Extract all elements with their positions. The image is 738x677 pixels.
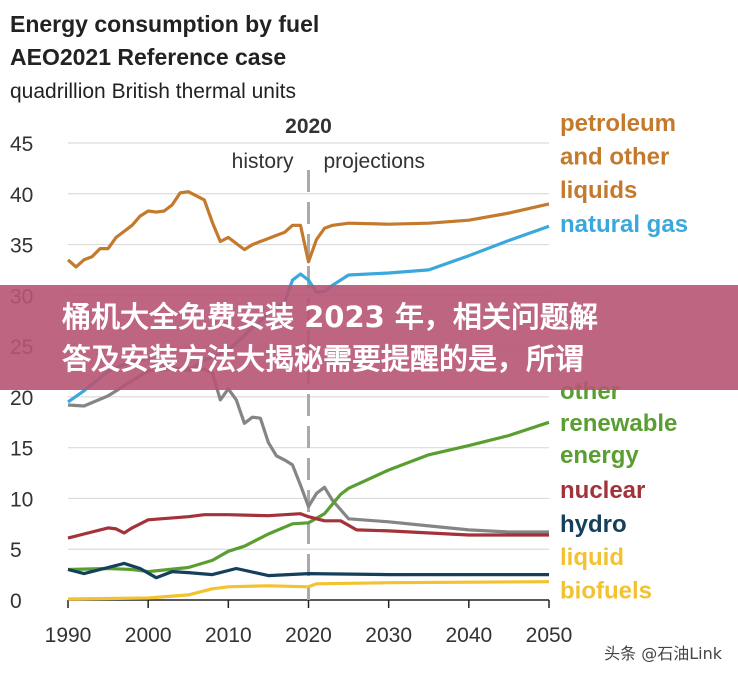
legend-label: biofuels (560, 578, 652, 605)
legend-label: and other (560, 144, 669, 171)
projections-label: projections (324, 150, 426, 173)
x-tick-label: 2030 (365, 624, 412, 647)
legend-label: nuclear (560, 477, 645, 504)
y-tick-label: 0 (10, 590, 22, 613)
x-tick-label: 2010 (205, 624, 252, 647)
series-line-liquid-biofuels (67, 580, 550, 601)
legend-label: natural gas (560, 211, 688, 238)
series-line-petroleum-and-other-liquids (66, 190, 550, 269)
y-tick-label: 45 (10, 133, 33, 156)
x-tick-label: 2000 (125, 624, 172, 647)
series-line-coal (67, 366, 549, 534)
x-tick-label: 2050 (526, 624, 573, 647)
y-tick-label: 35 (10, 235, 33, 258)
divider-year-label: 2020 (285, 115, 332, 138)
y-tick-label: 40 (10, 184, 33, 207)
x-tick-label: 1990 (45, 624, 92, 647)
chart-title: Energy consumption by fuel (10, 11, 319, 37)
x-tick-label: 2020 (285, 624, 332, 647)
legend-label: liquids (560, 177, 637, 204)
banner-line-1: 桶机大全免费安装 2023 年，相关问题解 (62, 300, 598, 334)
watermark: 头条 @石油Link (604, 644, 722, 663)
legend-label: petroleum (560, 110, 676, 137)
y-tick-label: 10 (10, 488, 33, 511)
y-tick-label: 15 (10, 438, 33, 461)
history-label: history (232, 150, 294, 173)
overlay-banner: 桶机大全免费安装 2023 年，相关问题解 答及安装方法大揭秘需要提醒的是，所谓 (0, 285, 738, 390)
chart-subtitle: AEO2021 Reference case (10, 44, 286, 70)
y-tick-label: 5 (10, 539, 22, 562)
legend-label: liquid (560, 544, 624, 571)
legend-label: hydro (560, 511, 627, 538)
banner-line-2: 答及安装方法大揭秘需要提醒的是，所谓 (62, 342, 585, 376)
y-tick-label: 20 (10, 387, 33, 410)
legend-label: energy (560, 442, 639, 469)
series-line-hydro (67, 561, 549, 580)
series-line-nuclear (67, 512, 549, 540)
legend-label: renewable (560, 410, 677, 437)
x-tick-label: 2040 (445, 624, 492, 647)
chart-units: quadrillion British thermal units (10, 80, 296, 103)
